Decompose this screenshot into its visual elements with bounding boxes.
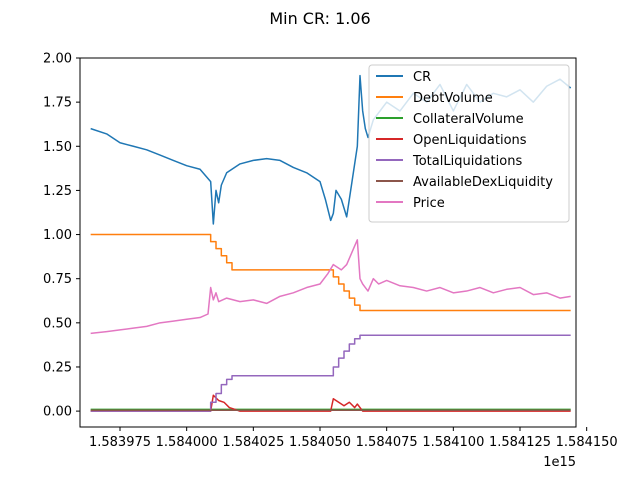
x-tick-label: 1.584050 (289, 435, 351, 450)
plot-frame (79, 57, 577, 428)
y-tick-label: 1.75 (43, 96, 72, 111)
plot-area (90, 74, 572, 412)
legend-label: DebtVolume (413, 91, 493, 106)
y-tick-label: 0.00 (43, 405, 72, 420)
legend-label: Price (413, 196, 445, 211)
legend-label: TotalLiquidations (412, 154, 522, 169)
x-tick-label: 1.584100 (422, 435, 484, 450)
x-tick-label: 1.584025 (222, 435, 284, 450)
legend-box (368, 64, 570, 223)
x-tick-label: 1.584150 (556, 435, 618, 450)
y-tick-label: 0.50 (43, 316, 72, 331)
legend: CR DebtVolume CollateralVolume OpenLiquidat… (368, 64, 570, 223)
legend-label: AvailableDexLiquidity (413, 175, 553, 190)
x-tick-label: 1.584075 (356, 435, 418, 450)
series-line-totalliquidations (90, 334, 571, 412)
legend-label: CollateralVolume (413, 112, 524, 127)
legend-label: OpenLiquidations (413, 133, 527, 148)
y-tick-label: 0.25 (43, 360, 72, 375)
chart-title: Min CR: 1.06 (269, 9, 370, 28)
y-tick-label: 1.00 (43, 228, 72, 243)
series-line-debtvolume (90, 233, 571, 312)
y-axis: 0.00 0.25 0.50 0.75 1.00 1.25 1.50 1.75 2.00 (43, 52, 80, 420)
y-tick-label: 1.50 (43, 140, 72, 155)
y-tick-label: 1.25 (43, 184, 72, 199)
legend-label: CR (413, 70, 431, 85)
y-tick-label: 0.75 (43, 272, 72, 287)
y-tick-label: 2.00 (43, 52, 72, 67)
x-tick-label: 1.584125 (489, 435, 551, 450)
x-axis-offset-label: 1e15 (543, 455, 576, 470)
series-line-openliquidations (90, 394, 571, 412)
series-line-price (90, 239, 571, 335)
x-tick-label: 1.583975 (89, 435, 151, 450)
x-tick-label: 1.584000 (156, 435, 218, 450)
x-axis: 1.583975 1.584000 1.584025 1.584050 1.584075… (89, 427, 618, 450)
